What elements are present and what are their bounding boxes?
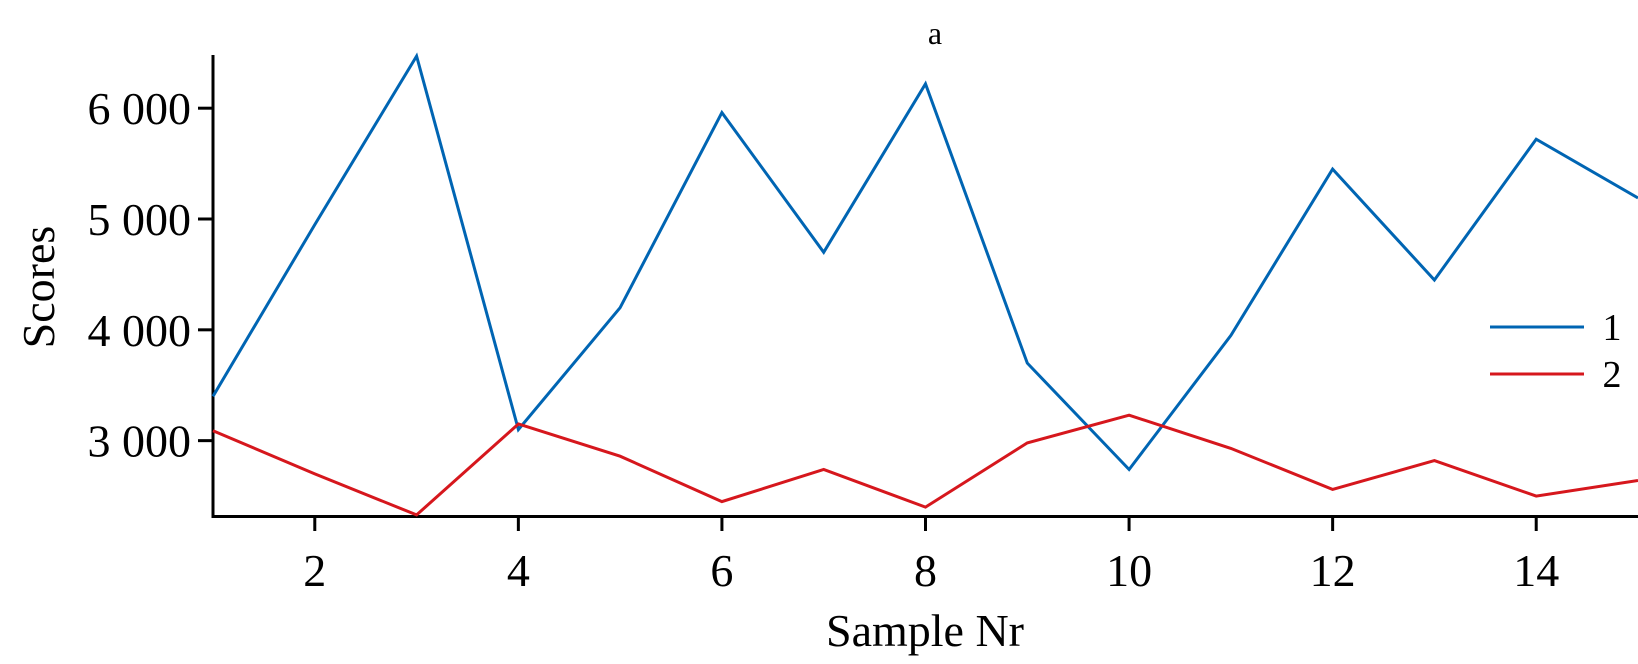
data-point xyxy=(924,506,927,509)
x-tick-label: 2 xyxy=(303,545,326,596)
y-tick-label: 4 000 xyxy=(88,305,192,356)
data-point xyxy=(1229,334,1232,337)
data-point xyxy=(1026,441,1029,444)
x-tick-label: 4 xyxy=(507,545,530,596)
data-point xyxy=(720,111,723,114)
chart-title: a xyxy=(928,15,942,51)
data-point xyxy=(517,423,520,426)
series-group xyxy=(211,52,1638,517)
y-tick-label: 3 000 xyxy=(88,416,192,467)
data-point xyxy=(1026,362,1029,365)
y-axis-label: Scores xyxy=(13,226,64,349)
series-line-2 xyxy=(212,413,1638,517)
data-point xyxy=(313,472,316,475)
data-point xyxy=(1128,468,1131,471)
y-tick-label: 6 000 xyxy=(88,83,192,134)
data-point xyxy=(1433,459,1436,462)
data-point xyxy=(1433,278,1436,281)
data-point xyxy=(1331,168,1334,171)
data-point xyxy=(415,513,418,516)
data-point xyxy=(1229,447,1232,450)
data-point xyxy=(313,223,316,226)
x-axis-label: Sample Nr xyxy=(826,605,1024,656)
data-point xyxy=(1535,138,1538,141)
data-point xyxy=(619,455,622,458)
x-ticks: 2 4 6 8 10 12 14 xyxy=(303,516,1559,596)
axes xyxy=(211,55,1638,518)
legend-label: 2 xyxy=(1603,354,1622,396)
x-tick-label: 10 xyxy=(1106,545,1152,596)
legend-item-2: 2 xyxy=(1490,354,1622,396)
data-point xyxy=(924,82,927,85)
x-tick-label: 6 xyxy=(710,545,733,596)
legend-label: 1 xyxy=(1603,307,1622,349)
y-tick-label: 5 000 xyxy=(88,194,192,245)
data-point xyxy=(1128,414,1131,417)
x-tick-label: 12 xyxy=(1310,545,1356,596)
data-point xyxy=(415,55,418,58)
data-point xyxy=(1535,495,1538,498)
x-tick-label: 14 xyxy=(1513,545,1559,596)
legend-item-1: 1 xyxy=(1490,307,1622,349)
data-point xyxy=(822,251,825,254)
data-point xyxy=(822,468,825,471)
data-point xyxy=(720,500,723,503)
series-line-1 xyxy=(211,52,1638,472)
legend: 12 xyxy=(1490,307,1622,396)
x-tick-label: 8 xyxy=(914,545,937,596)
data-point xyxy=(1331,488,1334,491)
y-ticks: 3 000 4 000 5 000 6 000 xyxy=(88,83,213,467)
data-point xyxy=(212,429,215,432)
data-point xyxy=(619,306,622,309)
data-point xyxy=(517,428,520,431)
data-point xyxy=(212,395,215,398)
